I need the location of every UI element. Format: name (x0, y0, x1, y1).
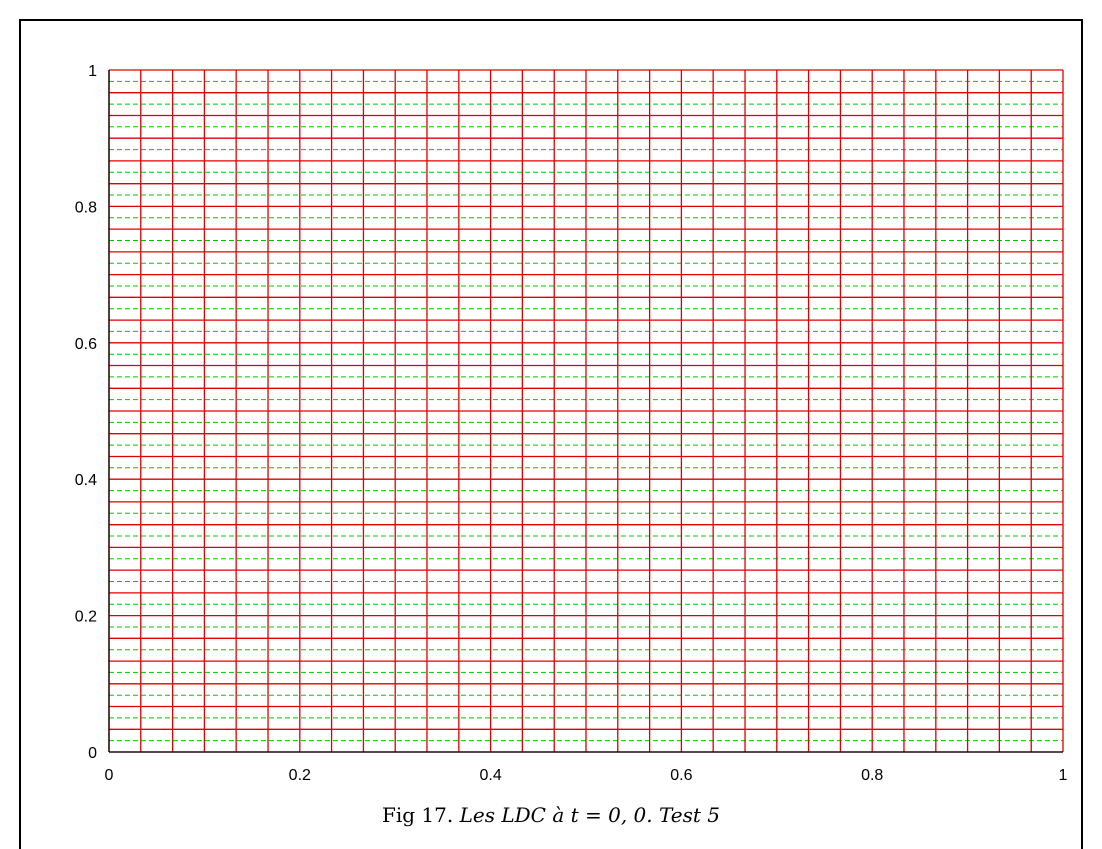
ldc-chart: 0 0.2 0.4 0.6 0.8 1 0 0.2 0.4 0.6 0.8 1 (75, 63, 1068, 784)
y-tick-label: 0.4 (75, 472, 97, 489)
x-tick-label: 0.8 (861, 767, 883, 784)
caption-text: Les LDC à t = 0, 0. Test 5 (459, 803, 720, 827)
figure-frame (19, 19, 1083, 849)
red-solid-lines (108, 69, 1064, 753)
y-tick-label: 0.8 (75, 199, 97, 216)
axes (108, 70, 1063, 753)
figure-caption: Fig 17. Les LDC à t = 0, 0. Test 5 (0, 803, 1102, 827)
y-tick-label: 0.2 (75, 609, 97, 626)
x-tick-labels: 0 0.2 0.4 0.6 0.8 1 (105, 767, 1068, 784)
y-tick-label: 0.6 (75, 336, 97, 353)
y-tick-label: 0 (88, 745, 97, 762)
x-tick-label: 0.2 (289, 767, 311, 784)
x-tick-label: 1 (1059, 767, 1068, 784)
caption-prefix: Fig 17. (382, 803, 454, 827)
y-tick-label: 1 (88, 63, 97, 80)
x-tick-label: 0.6 (670, 767, 692, 784)
y-tick-labels: 0 0.2 0.4 0.6 0.8 1 (75, 63, 97, 762)
x-tick-label: 0.4 (479, 767, 501, 784)
x-tick-label: 0 (105, 767, 114, 784)
